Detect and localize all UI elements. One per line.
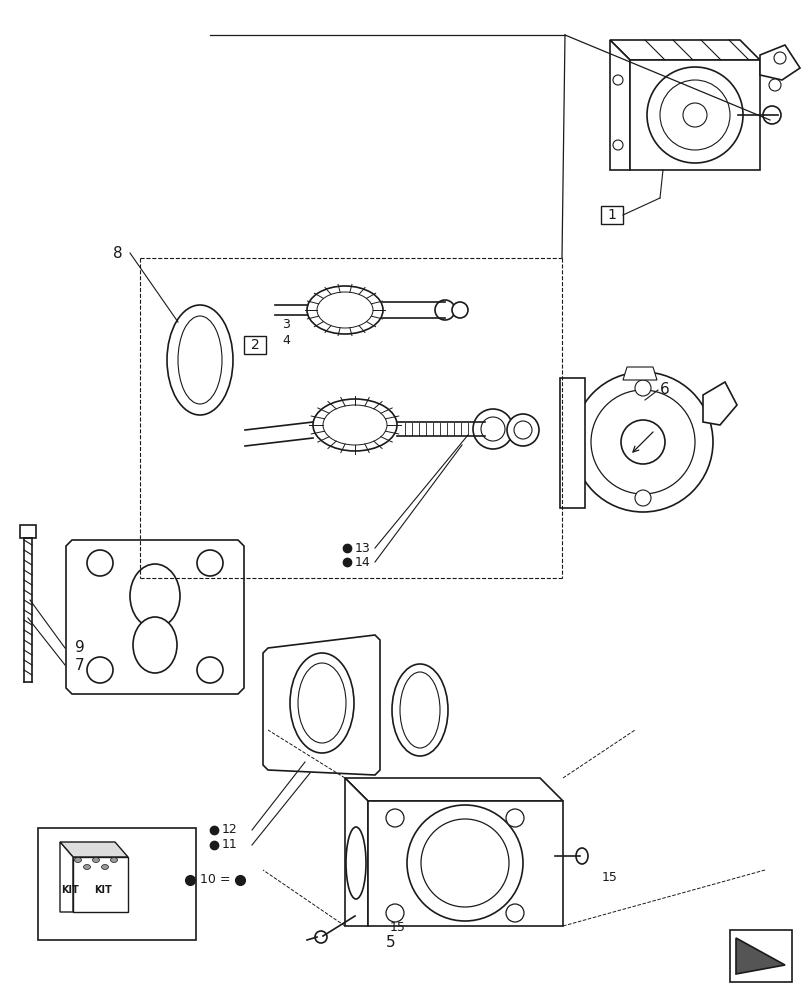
Polygon shape [66, 540, 243, 694]
Circle shape [620, 420, 664, 464]
Ellipse shape [392, 664, 448, 756]
Polygon shape [60, 842, 128, 857]
Text: 9: 9 [75, 640, 85, 656]
Text: KIT: KIT [61, 885, 79, 895]
Polygon shape [263, 635, 380, 775]
Ellipse shape [345, 827, 366, 899]
Polygon shape [735, 938, 784, 974]
Text: 8: 8 [113, 245, 122, 260]
Polygon shape [60, 842, 73, 912]
Polygon shape [702, 382, 736, 425]
Polygon shape [759, 45, 799, 80]
Ellipse shape [110, 857, 118, 862]
Circle shape [612, 140, 622, 150]
Polygon shape [629, 60, 759, 170]
Ellipse shape [452, 302, 467, 318]
Polygon shape [345, 778, 562, 801]
Ellipse shape [659, 80, 729, 150]
Ellipse shape [573, 372, 712, 512]
Circle shape [197, 550, 223, 576]
Ellipse shape [130, 564, 180, 628]
Ellipse shape [307, 286, 383, 334]
Ellipse shape [323, 405, 387, 445]
Ellipse shape [590, 390, 694, 494]
Ellipse shape [133, 617, 177, 673]
Ellipse shape [84, 864, 90, 869]
Circle shape [505, 809, 523, 827]
Ellipse shape [762, 106, 780, 124]
Circle shape [505, 904, 523, 922]
Ellipse shape [316, 292, 372, 328]
Ellipse shape [75, 857, 81, 862]
Text: 12: 12 [221, 823, 238, 836]
Text: 5: 5 [385, 935, 395, 950]
Circle shape [385, 904, 404, 922]
Text: 11: 11 [221, 838, 238, 851]
Ellipse shape [646, 67, 742, 163]
Ellipse shape [506, 414, 539, 446]
Text: 15: 15 [601, 871, 617, 884]
Circle shape [197, 657, 223, 683]
Polygon shape [622, 367, 656, 380]
Polygon shape [367, 801, 562, 926]
Ellipse shape [400, 672, 440, 748]
Bar [38, 828, 195, 940]
Text: 4: 4 [281, 334, 290, 347]
Polygon shape [609, 40, 759, 60]
Polygon shape [345, 778, 367, 926]
Ellipse shape [298, 663, 345, 743]
Ellipse shape [406, 805, 522, 921]
Text: 1: 1 [607, 208, 616, 222]
Circle shape [634, 490, 650, 506]
Text: 3: 3 [281, 318, 290, 332]
Circle shape [768, 79, 780, 91]
Ellipse shape [315, 931, 327, 943]
Bar [729, 930, 791, 982]
Ellipse shape [290, 653, 354, 753]
Polygon shape [560, 378, 584, 508]
Circle shape [612, 75, 622, 85]
Circle shape [385, 809, 404, 827]
Text: 15: 15 [389, 921, 406, 934]
Ellipse shape [312, 399, 397, 451]
Polygon shape [609, 40, 629, 170]
Ellipse shape [480, 417, 504, 441]
Text: 14: 14 [354, 556, 371, 568]
Bar [243, 336, 266, 354]
Bar [600, 206, 622, 224]
Circle shape [87, 550, 113, 576]
Bar [20, 525, 36, 538]
Circle shape [682, 103, 706, 127]
Ellipse shape [435, 300, 454, 320]
Ellipse shape [513, 421, 531, 439]
Text: 6: 6 [659, 382, 669, 397]
Text: 7: 7 [75, 658, 84, 672]
Ellipse shape [420, 819, 508, 907]
Ellipse shape [178, 316, 221, 404]
Ellipse shape [473, 409, 513, 449]
Ellipse shape [575, 848, 587, 864]
Circle shape [634, 380, 650, 396]
Ellipse shape [92, 857, 100, 862]
Ellipse shape [101, 864, 109, 869]
Polygon shape [73, 857, 128, 912]
Text: KIT: KIT [94, 885, 112, 895]
Circle shape [773, 52, 785, 64]
Text: 13: 13 [354, 542, 371, 554]
Text: 2: 2 [251, 338, 259, 352]
Ellipse shape [167, 305, 233, 415]
Text: 10 =: 10 = [200, 874, 230, 886]
Circle shape [87, 657, 113, 683]
